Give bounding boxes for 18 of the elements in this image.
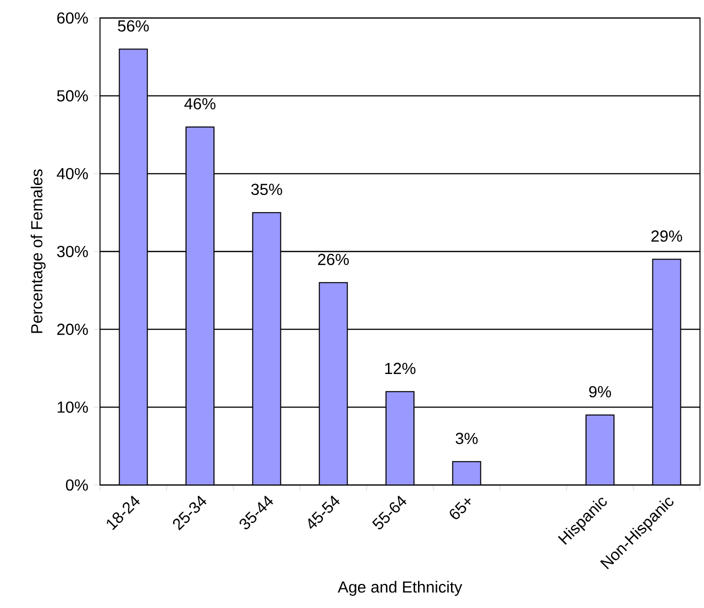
data-label: 3% [456, 432, 478, 444]
data-label: 29% [651, 230, 682, 242]
data-label: 56% [118, 20, 149, 32]
y-tick-label: 50% [57, 90, 88, 102]
y-tick-label: 0% [66, 479, 88, 491]
y-tick-label: 10% [58, 402, 88, 413]
y-tick-label: 60% [57, 12, 88, 24]
data-label: 9% [589, 386, 611, 398]
data-label: 26% [318, 254, 349, 266]
y-tick-label: 30% [57, 246, 88, 258]
data-label: 12% [385, 362, 416, 374]
x-tick-label: 65+ [450, 498, 471, 520]
data-label: 46% [184, 98, 216, 110]
data-label: 35% [251, 184, 282, 196]
y-tick-label: 40% [56, 168, 88, 180]
y-tick-label: 20% [57, 324, 88, 335]
y-axis-title: Percentage of Females [30, 169, 46, 333]
x-axis-title: Age and Ethnicity [338, 580, 462, 596]
